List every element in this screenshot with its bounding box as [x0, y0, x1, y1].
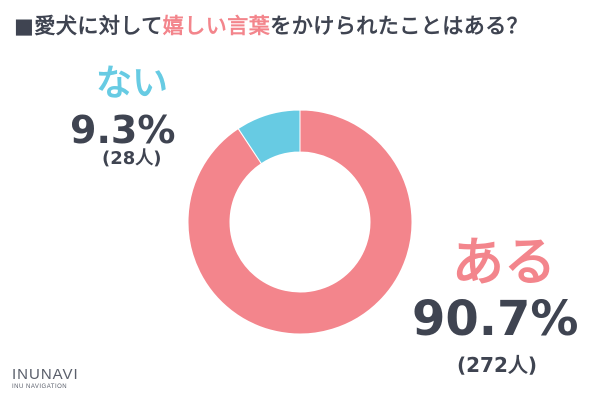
- slice-count-nai: (28人): [102, 148, 162, 169]
- chart-title: ■愛犬に対して嬉しい言葉をかけられたことはある？: [14, 10, 528, 40]
- slice-percent-nai: 9.3%: [70, 108, 176, 152]
- donut-slice-nai: [237, 109, 301, 165]
- chart-title-prefix: ■愛犬に対して: [14, 14, 163, 38]
- slice-label-aru: ある: [452, 233, 557, 293]
- brand-logo: INUNAVI INU NAVIGATION: [12, 366, 79, 390]
- slice-count-aru: (272人): [457, 353, 538, 377]
- brand-name: INUNAVI: [12, 366, 79, 383]
- slice-percent-aru: 90.7%: [412, 291, 579, 347]
- chart-title-suffix: をかけられたことはある？: [270, 14, 529, 38]
- donut-slice-aru: [187, 109, 413, 335]
- brand-subtitle: INU NAVIGATION: [12, 384, 68, 390]
- slice-label-nai: ない: [96, 63, 169, 104]
- chart-title-highlight: 嬉しい言葉: [162, 14, 271, 38]
